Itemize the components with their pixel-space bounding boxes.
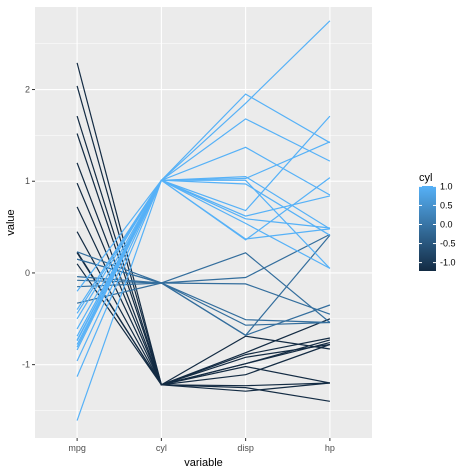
legend-tick-label: -1.0 xyxy=(440,258,456,268)
series-line xyxy=(76,179,331,330)
y-tick-label: 0 xyxy=(25,268,30,278)
series-line xyxy=(76,62,330,387)
series-line xyxy=(76,179,331,310)
x-tick-label: hp xyxy=(325,443,335,453)
series-line xyxy=(76,115,331,341)
series-line xyxy=(76,251,331,323)
legend-colorbar xyxy=(419,186,436,271)
series-lines xyxy=(76,20,331,421)
y-axis-title: value xyxy=(5,209,17,235)
x-tick-label: cyl xyxy=(156,443,167,453)
series-line xyxy=(76,93,331,421)
y-tick-label: 1 xyxy=(25,176,30,186)
x-axis: mpg cyl disp hp xyxy=(68,438,335,453)
series-line xyxy=(76,141,331,345)
legend-tick-label: 1.0 xyxy=(440,181,453,191)
series-line xyxy=(76,118,331,362)
series-line xyxy=(76,179,330,337)
series-line xyxy=(76,263,331,386)
x-tick-label: disp xyxy=(237,443,254,453)
series-line xyxy=(76,175,331,348)
series-line xyxy=(76,177,331,314)
series-line xyxy=(76,231,331,386)
series-line xyxy=(76,233,331,304)
series-line xyxy=(76,20,331,377)
series-line xyxy=(76,206,330,386)
x-axis-title: variable xyxy=(184,457,223,469)
y-tick-label: 2 xyxy=(25,85,30,95)
legend-tick-label: 0.5 xyxy=(440,200,453,210)
series-line xyxy=(76,252,331,386)
series-line xyxy=(76,146,331,351)
y-axis: -1 0 1 2 xyxy=(22,85,35,370)
series-line xyxy=(76,179,331,292)
series-line xyxy=(77,279,331,315)
color-legend: cyl 1.0 0.5 0.0 -0.5 -1.0 xyxy=(419,172,456,271)
x-tick-label: mpg xyxy=(68,443,86,453)
y-tick-label: -1 xyxy=(22,360,30,370)
legend-tick-label: 0.0 xyxy=(440,219,453,229)
panel-background xyxy=(35,7,372,438)
legend-ticks: 1.0 0.5 0.0 -0.5 -1.0 xyxy=(419,181,456,268)
legend-tick-label: -0.5 xyxy=(440,239,456,249)
series-line xyxy=(76,162,331,386)
legend-title: cyl xyxy=(419,172,432,184)
